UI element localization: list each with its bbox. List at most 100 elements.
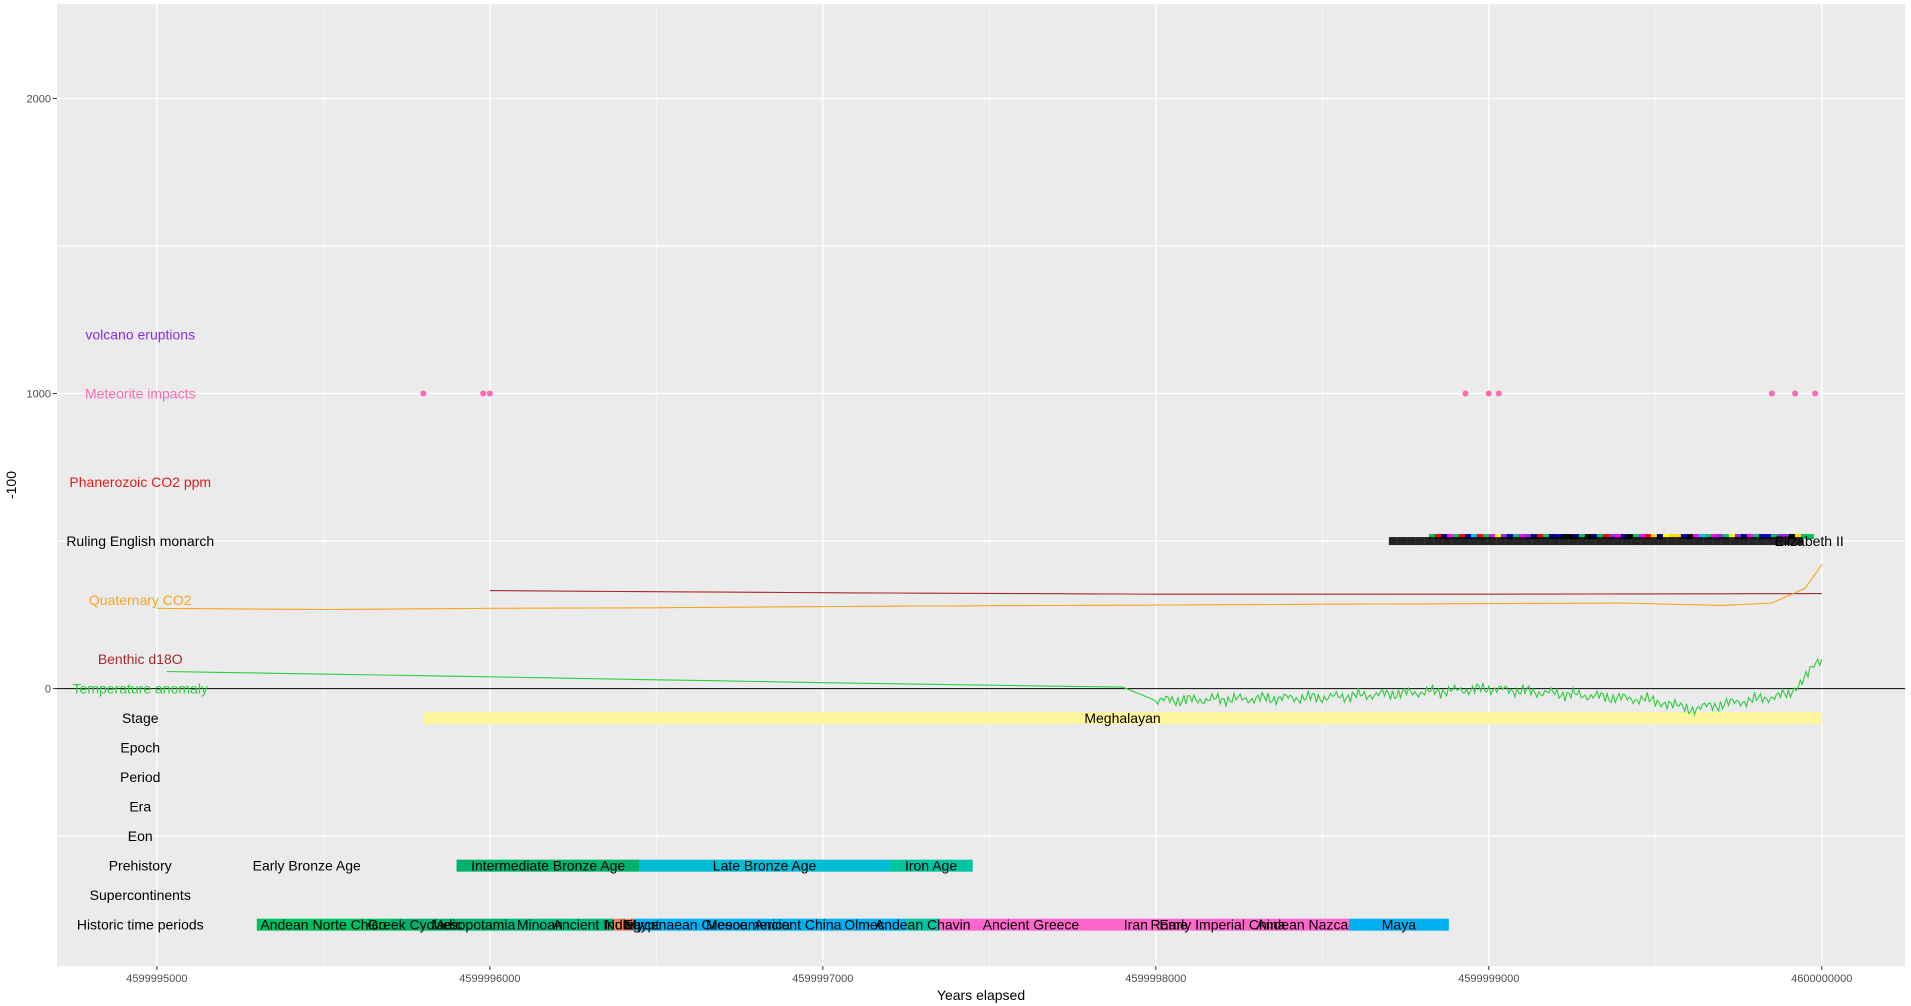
row-label: Prehistory bbox=[109, 858, 172, 874]
historic-period-label: Iran bbox=[1124, 917, 1148, 933]
monarch-name-text bbox=[1442, 537, 1452, 546]
monarch-name-text bbox=[1523, 537, 1533, 546]
x-tick-label: 4599998000 bbox=[1125, 973, 1186, 985]
historic-period-bar bbox=[722, 918, 773, 931]
row-label: Period bbox=[120, 769, 160, 785]
monarch-name-text bbox=[1451, 537, 1461, 546]
monarch-reign-bar bbox=[1740, 534, 1748, 540]
monarch-reign-bar bbox=[1788, 534, 1796, 540]
row-label: Ruling English monarch bbox=[66, 533, 214, 549]
row-label: Stage bbox=[122, 710, 159, 726]
prehistory-bar bbox=[639, 859, 890, 872]
monarch-name-text bbox=[1577, 537, 1587, 546]
monarch-reign-bar bbox=[1680, 534, 1688, 540]
monarch-reign-bar bbox=[1518, 534, 1526, 540]
historic-period-label: Ancient Greece bbox=[983, 917, 1080, 933]
historic-period-label: Andean Chavin bbox=[875, 917, 971, 933]
monarch-name-text bbox=[1568, 537, 1578, 546]
historic-period-bar bbox=[822, 918, 907, 931]
monarch-reign-bar bbox=[1578, 534, 1586, 540]
historic-period-label: Olmec bbox=[844, 917, 884, 933]
historic-period-label: Andean Norte Chico bbox=[260, 917, 386, 933]
monarch-reign-bar bbox=[1626, 534, 1634, 540]
historic-period-bar bbox=[389, 918, 440, 931]
monarch-reign-bar bbox=[1752, 534, 1760, 540]
historic-period-label: Egypt bbox=[623, 917, 659, 933]
monarch-reign-bar bbox=[1794, 534, 1802, 540]
monarch-reign-bar bbox=[1434, 534, 1442, 540]
historic-period-bar bbox=[649, 918, 723, 931]
monarch-name-text bbox=[1766, 537, 1776, 546]
monarch-reign-bar bbox=[1746, 534, 1754, 540]
monarch-reign-bar bbox=[1488, 534, 1496, 540]
monarch-reign-bar bbox=[1536, 534, 1544, 540]
row-label: Temperature anomaly bbox=[73, 681, 208, 697]
monarch-reign-bar bbox=[1590, 534, 1598, 540]
row-label: Supercontinents bbox=[90, 887, 191, 903]
monarch-reign-bar bbox=[1554, 534, 1562, 540]
monarch-reign-bar bbox=[1764, 534, 1772, 540]
row-label: Era bbox=[129, 799, 151, 815]
row-label: Benthic d18O bbox=[98, 651, 183, 667]
monarch-name-text bbox=[1424, 537, 1434, 546]
monarch-reign-bar bbox=[1512, 534, 1520, 540]
monarch-reign-bar bbox=[1602, 534, 1610, 540]
monarch-name-text bbox=[1703, 537, 1713, 546]
historic-period-label: Mesoamerica bbox=[706, 917, 790, 933]
monarch-name-text bbox=[1595, 537, 1605, 546]
monarch-reign-bar bbox=[1428, 534, 1436, 540]
monarch-reign-bar bbox=[1644, 534, 1652, 540]
monarch-name-text bbox=[1478, 537, 1488, 546]
historic-period-label: Minoan bbox=[517, 917, 563, 933]
monarch-cluster: Elizabeth II bbox=[1388, 533, 1844, 549]
monarch-reign-bar bbox=[1782, 534, 1790, 540]
monarch-reign-bar bbox=[1692, 534, 1700, 540]
monarch-reign-bar bbox=[1728, 534, 1736, 540]
monarch-reign-bar bbox=[1542, 534, 1550, 540]
monarch-name-text bbox=[1667, 537, 1677, 546]
monarch-name-text bbox=[1586, 537, 1596, 546]
monarch-reign-bar bbox=[1638, 534, 1646, 540]
monarch-reign-bar bbox=[1758, 534, 1766, 540]
series-line-temperature-anomaly bbox=[166, 657, 1823, 717]
monarch-name-text bbox=[1397, 537, 1407, 546]
row-label: Historic time periods bbox=[77, 917, 204, 933]
monarch-reign-bar bbox=[1716, 534, 1724, 540]
monarch-reign-bar bbox=[1686, 534, 1694, 540]
monarch-reign-bar bbox=[1704, 534, 1712, 540]
monarch-reign-bar bbox=[1548, 534, 1556, 540]
meteorite-point bbox=[420, 390, 427, 397]
prehistory-bar bbox=[889, 859, 973, 872]
y-axis-title: -100 bbox=[3, 471, 19, 499]
monarch-name-text bbox=[1712, 537, 1722, 546]
monarch-name-text bbox=[1739, 537, 1749, 546]
monarch-name-text bbox=[1631, 537, 1641, 546]
row-label: Quaternary CO2 bbox=[89, 592, 192, 608]
monarch-name-text bbox=[1415, 537, 1425, 546]
historic-period-label: Mesopotamia bbox=[431, 917, 515, 933]
monarch-reign-bar bbox=[1596, 534, 1604, 540]
monarch-reign-bar bbox=[1560, 534, 1568, 540]
historic-period-bar bbox=[1348, 918, 1449, 931]
monarch-name-text bbox=[1676, 537, 1686, 546]
stage-bar bbox=[423, 712, 1822, 725]
monarch-reign-bar bbox=[1650, 534, 1658, 540]
historic-period-label: Ancient China bbox=[754, 917, 841, 933]
historic-period-bar bbox=[633, 918, 650, 931]
monarch-reign-bar bbox=[1668, 534, 1676, 540]
monarch-reign-bar bbox=[1698, 534, 1706, 540]
monarch-name-text bbox=[1730, 537, 1740, 546]
historic-period-bar bbox=[1149, 918, 1190, 931]
historic-period-bar bbox=[772, 918, 823, 931]
x-tick-label: 4599997000 bbox=[792, 973, 853, 985]
meteorite-point bbox=[1495, 390, 1502, 397]
historic-period-bar bbox=[1189, 918, 1256, 931]
monarch-reign-bar bbox=[1452, 534, 1460, 540]
meteorite-point bbox=[1462, 390, 1469, 397]
monarch-reign-bar bbox=[1656, 534, 1664, 540]
historic-period-label: Nubia bbox=[605, 917, 642, 933]
monarch-name-text bbox=[1604, 537, 1614, 546]
monarch-reign-bar bbox=[1710, 534, 1718, 540]
monarch-name-text bbox=[1775, 537, 1785, 546]
monarch-name-text bbox=[1505, 537, 1515, 546]
